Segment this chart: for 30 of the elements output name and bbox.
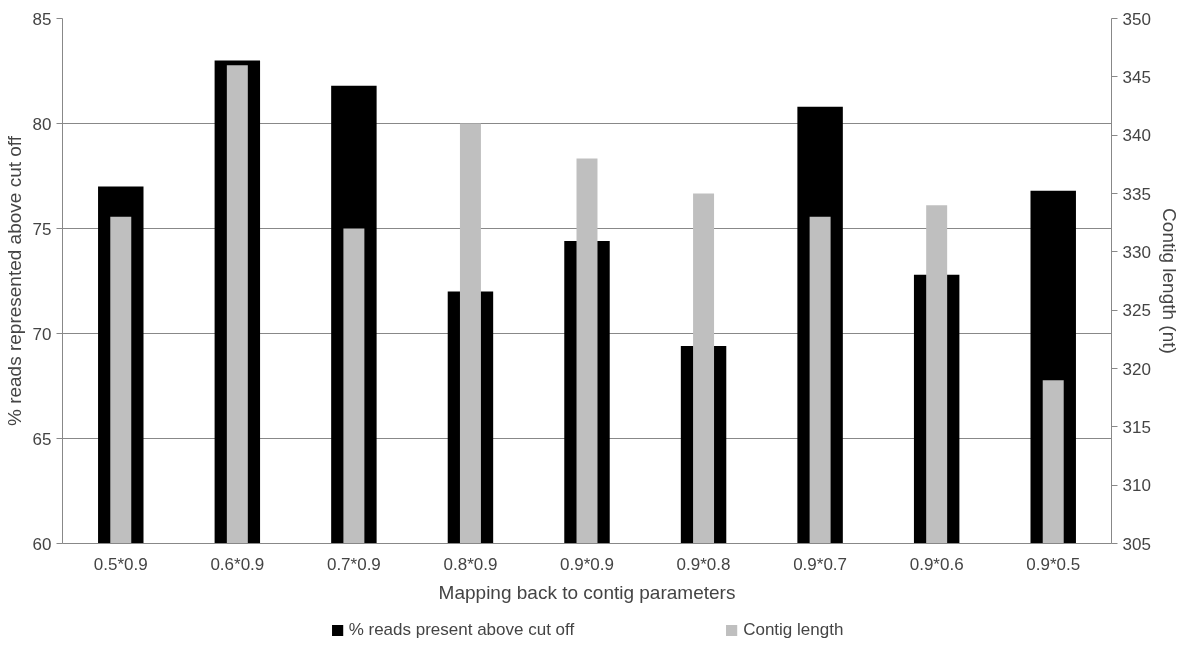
y2-tick-label: 345 xyxy=(1122,67,1151,87)
y2-tick-label: 335 xyxy=(1122,184,1151,204)
x-tick-label: 0.9*0.5 xyxy=(1026,554,1081,574)
y2-tick-label: 305 xyxy=(1122,534,1151,554)
x-tick-label: 0.7*0.9 xyxy=(326,554,381,574)
x-tick-label: 0.6*0.9 xyxy=(210,554,265,574)
legend-label: Contig length xyxy=(743,620,844,640)
y2-tick-label: 325 xyxy=(1122,301,1151,321)
x-tick-label: 0.9*0.7 xyxy=(793,554,848,574)
y2-tick-label: 350 xyxy=(1122,9,1151,29)
y2-axis-title: Contig length (nt) xyxy=(1158,208,1180,354)
y2-tick-label: 315 xyxy=(1122,417,1151,437)
y-tick-label: 60 xyxy=(32,534,52,554)
y-tick-label: 65 xyxy=(32,429,52,449)
x-tick-label: 0.9*0.9 xyxy=(560,554,614,574)
y2-tick-label: 310 xyxy=(1122,476,1151,496)
y-axis-title: % reads represented above cut off xyxy=(3,135,25,427)
y-tick-label: 80 xyxy=(32,114,52,134)
y-tick-label: 70 xyxy=(32,324,52,344)
y2-tick-label: 330 xyxy=(1122,242,1151,262)
y-tick-label: 85 xyxy=(32,9,52,29)
y2-tick-label: 320 xyxy=(1122,359,1151,379)
x-tick-label: 0.5*0.9 xyxy=(93,554,148,574)
x-tick-label: 0.9*0.8 xyxy=(676,554,731,574)
x-tick-label: 0.9*0.6 xyxy=(909,554,964,574)
legend-label: % reads present above cut off xyxy=(348,620,575,640)
x-axis-title: Mapping back to contig parameters xyxy=(438,581,736,603)
x-tick-label: 0.8*0.9 xyxy=(443,554,498,574)
y-tick-label: 75 xyxy=(32,219,52,239)
y2-tick-label: 340 xyxy=(1122,126,1151,146)
